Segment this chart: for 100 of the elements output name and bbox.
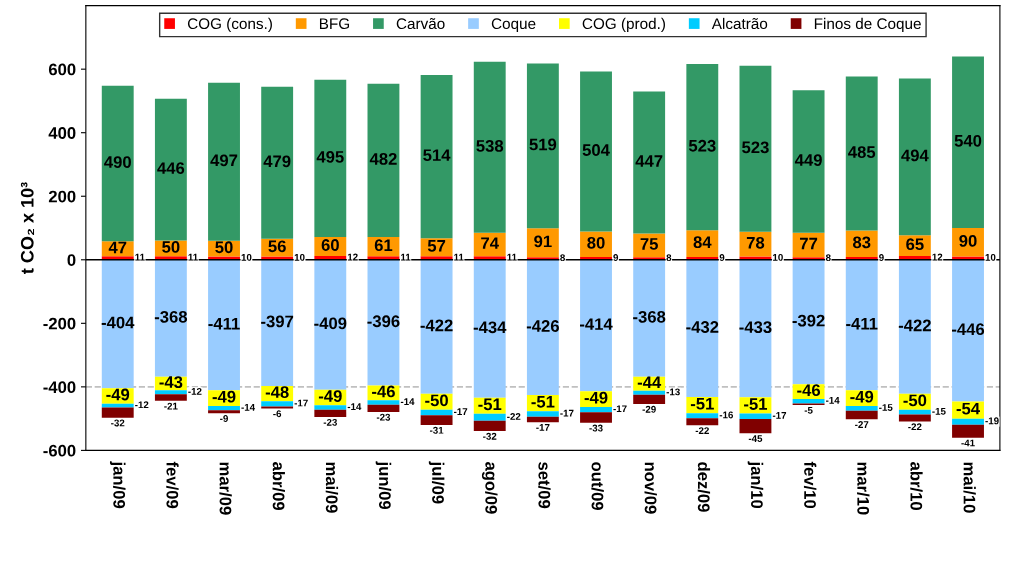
- data-label: 540: [954, 134, 982, 147]
- data-label: -433: [739, 321, 772, 334]
- data-label: -17: [613, 405, 627, 413]
- bar: [314, 79, 347, 237]
- data-label: -12: [188, 387, 202, 395]
- data-label: -50: [425, 394, 448, 407]
- data-label: -44: [637, 376, 662, 388]
- bar: [898, 78, 931, 236]
- data-label: 504: [582, 144, 610, 156]
- data-label: -49: [318, 390, 342, 402]
- data-label: -46: [797, 384, 821, 397]
- bar: [580, 259, 612, 392]
- data-label: 485: [848, 146, 876, 158]
- data-label: 47: [108, 241, 127, 254]
- data-label: -51: [744, 398, 768, 410]
- data-label: -411: [846, 317, 878, 330]
- data-label: 75: [640, 238, 658, 250]
- legend-label: COG (prod.): [582, 17, 665, 33]
- data-label: 77: [800, 237, 818, 250]
- data-label: -45: [748, 435, 763, 442]
- data-label: -49: [850, 390, 874, 403]
- bar: [367, 400, 400, 405]
- y-tick-label: -200: [43, 317, 76, 330]
- x-tick-label: mai/10: [963, 462, 976, 513]
- x-tick-label: jan/09: [109, 461, 126, 509]
- bar: [154, 394, 187, 401]
- data-label: 12: [347, 253, 358, 261]
- bar: [952, 259, 984, 402]
- data-label: -49: [212, 390, 236, 403]
- data-label: 60: [321, 239, 339, 251]
- data-label: -368: [633, 310, 666, 323]
- data-label: -404: [101, 316, 135, 329]
- bar: [314, 409, 347, 418]
- bar: [633, 390, 666, 395]
- bar: [154, 390, 187, 395]
- bar: [101, 259, 134, 389]
- x-tick-label: jul/09: [428, 461, 445, 504]
- data-label: 50: [215, 241, 233, 254]
- data-label: 50: [162, 241, 180, 253]
- x-tick-label: jun/09: [375, 461, 392, 510]
- data-label: -54: [956, 402, 980, 415]
- bar: [208, 410, 240, 414]
- bar: [792, 398, 825, 404]
- data-label: -31: [429, 426, 444, 434]
- x-tick-label: nov/09: [644, 462, 657, 514]
- data-label: -46: [372, 385, 395, 398]
- data-label: 514: [423, 149, 451, 162]
- data-label: 8: [666, 254, 672, 262]
- x-tick-label: dez/09: [697, 462, 711, 512]
- data-label: -411: [208, 317, 240, 330]
- y-tick-label: -400: [43, 381, 76, 394]
- data-label: 538: [476, 139, 504, 152]
- data-label: 90: [959, 234, 977, 247]
- x-tick-label: ago/09: [481, 462, 498, 514]
- bar: [686, 64, 719, 231]
- data-label: -49: [106, 388, 130, 401]
- data-label: -17: [294, 399, 308, 407]
- x-tick-label: set/09: [538, 462, 551, 509]
- data-label: 8: [560, 254, 565, 262]
- bar: [526, 411, 559, 417]
- legend-label: Carvão: [396, 17, 445, 30]
- data-label: 495: [316, 150, 344, 163]
- data-label: -43: [159, 376, 183, 389]
- data-label: -14: [241, 403, 256, 411]
- bar: [952, 56, 984, 229]
- data-label: -23: [376, 413, 391, 421]
- data-label: 523: [742, 141, 769, 154]
- bar: [845, 405, 878, 411]
- bar: [208, 405, 240, 411]
- bar: [580, 412, 612, 423]
- bar: [101, 407, 134, 418]
- y-axis-title: t CO₂ x 10³: [20, 182, 35, 274]
- data-label: -426: [526, 320, 559, 332]
- bar: [420, 74, 453, 239]
- data-label: -396: [367, 315, 400, 328]
- y-tick-label: 0: [67, 254, 76, 266]
- bar: [952, 424, 984, 438]
- bar: [420, 415, 453, 425]
- data-label: 56: [268, 240, 286, 253]
- data-label: -51: [690, 397, 714, 410]
- data-label: -22: [908, 423, 922, 431]
- x-tick-label: abr/10: [910, 462, 923, 510]
- data-label: -446: [951, 323, 985, 336]
- data-label: 83: [852, 236, 871, 249]
- bar: [686, 418, 719, 426]
- data-label: -41: [961, 439, 975, 447]
- bar: [208, 259, 240, 391]
- bar: [154, 98, 187, 241]
- data-label: 80: [587, 236, 605, 249]
- bar: [101, 403, 134, 408]
- data-label: -12: [135, 401, 149, 409]
- bar: [845, 259, 878, 391]
- bar: [739, 418, 772, 434]
- bar: [261, 401, 294, 407]
- bar: [952, 418, 984, 425]
- x-tick-label: mar/09: [219, 462, 232, 515]
- data-label: -14: [400, 398, 415, 405]
- bar: [473, 61, 506, 233]
- bar: [898, 259, 931, 394]
- bar: [526, 63, 559, 229]
